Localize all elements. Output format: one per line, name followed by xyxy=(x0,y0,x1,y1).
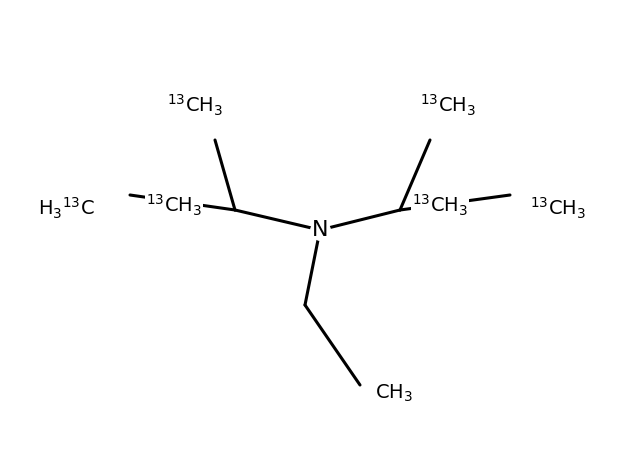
Text: $^{13}$CH$_3$: $^{13}$CH$_3$ xyxy=(530,195,586,220)
Text: $^{13}$CH$_3$: $^{13}$CH$_3$ xyxy=(167,93,223,118)
Text: $^{13}$CH$_3$: $^{13}$CH$_3$ xyxy=(146,193,202,218)
Text: $^{13}$CH$_3$: $^{13}$CH$_3$ xyxy=(420,93,476,118)
Text: N: N xyxy=(312,220,328,240)
Text: CH$_3$: CH$_3$ xyxy=(375,382,413,404)
Text: $^{13}$CH$_3$: $^{13}$CH$_3$ xyxy=(412,193,468,218)
Text: H$_3$$^{13}$C: H$_3$$^{13}$C xyxy=(38,195,95,220)
